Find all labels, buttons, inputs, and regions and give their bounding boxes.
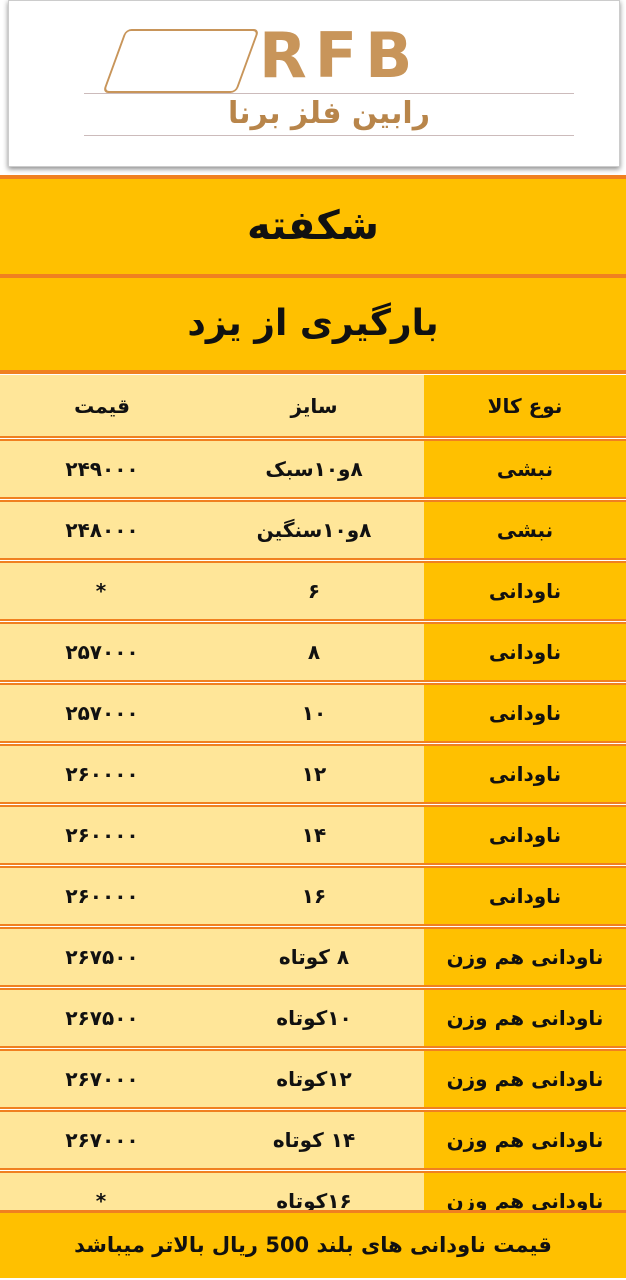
cell-price: ۲۶۷۵۰۰ <box>0 990 204 1046</box>
page-title: شکفته <box>0 175 626 278</box>
logo-mark: RFB <box>259 19 421 92</box>
cell-type: ناودانی <box>424 868 626 924</box>
cell-price: ۲۶۰۰۰۰ <box>0 807 204 863</box>
cell-price: ۲۵۷۰۰۰ <box>0 685 204 741</box>
table-row: نبشی ۸و۱۰سبک ۲۴۹۰۰۰ <box>0 441 626 502</box>
cell-size: ۸ کوتاه <box>204 929 424 985</box>
table-row: ناودانی ۱۲ ۲۶۰۰۰۰ <box>0 746 626 807</box>
cell-size: ۱۶ <box>204 868 424 924</box>
metal-profiles-icon <box>102 29 260 93</box>
cell-size: ۸و۱۰سنگین <box>204 502 424 558</box>
cell-type: ناودانی <box>424 563 626 619</box>
cell-type: نبشی <box>424 441 626 497</box>
table-row: ناودانی هم وزن ۱۴ کوتاه ۲۶۷۰۰۰ <box>0 1112 626 1173</box>
cell-type: نبشی <box>424 502 626 558</box>
table-row: ناودانی ۶ * <box>0 563 626 624</box>
table-row: ناودانی ۱۴ ۲۶۰۰۰۰ <box>0 807 626 868</box>
cell-price: ۲۶۷۰۰۰ <box>0 1051 204 1107</box>
cell-size: ۱۴ <box>204 807 424 863</box>
logo-company-name: رابین فلز برنا <box>84 93 574 136</box>
cell-type: ناودانی هم وزن <box>424 990 626 1046</box>
cell-type: ناودانی <box>424 807 626 863</box>
cell-type: ناودانی هم وزن <box>424 1112 626 1168</box>
table-row: ناودانی ۸ ۲۵۷۰۰۰ <box>0 624 626 685</box>
cell-size: ۱۰ <box>204 685 424 741</box>
cell-type: ناودانی <box>424 624 626 680</box>
footer-note: قیمت ناودانی های بلند 500 ریال بالاتر می… <box>0 1210 626 1278</box>
cell-type: ناودانی <box>424 685 626 741</box>
table-row: ناودانی هم وزن ۱۲کوتاه ۲۶۷۰۰۰ <box>0 1051 626 1112</box>
cell-size: ۶ <box>204 563 424 619</box>
cell-price: ۲۴۸۰۰۰ <box>0 502 204 558</box>
header-price: قیمت <box>0 375 204 436</box>
cell-type: ناودانی هم وزن <box>424 1051 626 1107</box>
cell-price: ۲۶۷۰۰۰ <box>0 1112 204 1168</box>
company-logo: RFB رابین فلز برنا <box>8 0 620 167</box>
cell-size: ۱۴ کوتاه <box>204 1112 424 1168</box>
cell-type: ناودانی <box>424 746 626 802</box>
cell-size: ۱۲کوتاه <box>204 1051 424 1107</box>
cell-price: ۲۶۰۰۰۰ <box>0 746 204 802</box>
cell-price: * <box>0 563 204 619</box>
cell-price: ۲۵۷۰۰۰ <box>0 624 204 680</box>
table-row: ناودانی هم وزن ۸ کوتاه ۲۶۷۵۰۰ <box>0 929 626 990</box>
cell-size: ۸ <box>204 624 424 680</box>
price-table: نوع کالا سایز قیمت نبشی ۸و۱۰سبک ۲۴۹۰۰۰ نبشی… <box>0 375 626 1234</box>
table-row: ناودانی هم وزن ۱۰کوتاه ۲۶۷۵۰۰ <box>0 990 626 1051</box>
table-row: نبشی ۸و۱۰سنگین ۲۴۸۰۰۰ <box>0 502 626 563</box>
cell-price: ۲۶۰۰۰۰ <box>0 868 204 924</box>
cell-type: ناودانی هم وزن <box>424 929 626 985</box>
cell-price: ۲۶۷۵۰۰ <box>0 929 204 985</box>
header-size: سایز <box>204 375 424 436</box>
cell-size: ۸و۱۰سبک <box>204 441 424 497</box>
cell-size: ۱۲ <box>204 746 424 802</box>
header-type: نوع کالا <box>424 375 626 436</box>
page-subtitle: بارگیری از یزد <box>0 278 626 374</box>
cell-size: ۱۰کوتاه <box>204 990 424 1046</box>
table-row: ناودانی ۱۰ ۲۵۷۰۰۰ <box>0 685 626 746</box>
table-header: نوع کالا سایز قیمت <box>0 375 626 441</box>
table-row: ناودانی ۱۶ ۲۶۰۰۰۰ <box>0 868 626 929</box>
cell-price: ۲۴۹۰۰۰ <box>0 441 204 497</box>
